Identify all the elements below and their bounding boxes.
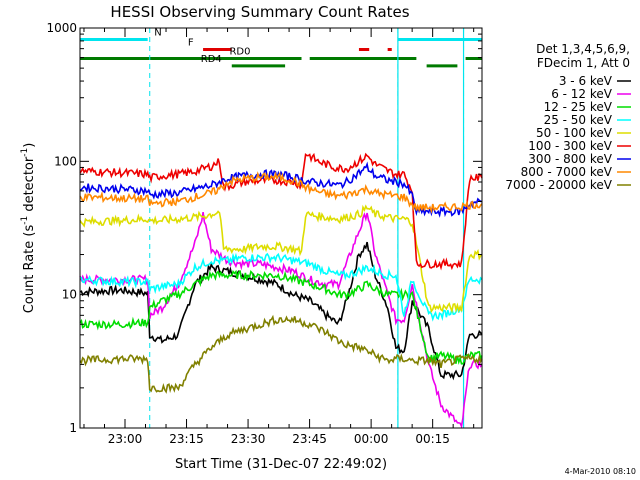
legend-label-300-800-kev: 300 - 800 keV: [528, 152, 612, 166]
y-axis-label-sup1: -1: [20, 216, 30, 225]
y-axis-ticks: 1 10 100 1000: [46, 21, 482, 435]
y-tick-label-2: 100: [54, 154, 77, 168]
legend-header-line-1: Det 1,3,4,5,6,9,: [536, 42, 630, 56]
series-line-50-100-kev: [79, 204, 483, 314]
series-line-800-7000-kev: [79, 171, 483, 214]
legend-label-50-100-kev: 50 - 100 keV: [536, 126, 613, 140]
y-tick-label-1: 10: [62, 288, 77, 302]
series-lines: [79, 152, 483, 429]
series-line-12-25-kev: [79, 269, 483, 365]
series-line-7000-20000-kev: [79, 314, 483, 394]
x-tick-label-5: 00:15: [415, 432, 450, 446]
legend-label-3-6-kev: 3 - 6 keV: [559, 74, 613, 88]
flag-bars: N F RD0 RD4: [80, 27, 482, 68]
legend-label-6-12-kev: 6 - 12 keV: [551, 87, 613, 101]
plot-frame: [79, 27, 483, 429]
x-tick-label-0: 23:00: [108, 432, 143, 446]
flag-rd4-label: RD4: [201, 54, 222, 65]
flag-rd0-label: RD0: [229, 47, 250, 58]
x-axis-label: Start Time (31-Dec-07 22:49:02): [175, 457, 387, 472]
x-tick-label-1: 23:15: [169, 432, 204, 446]
legend-label-25-50-kev: 25 - 50 keV: [544, 113, 613, 127]
chart-title: HESSI Observing Summary Count Rates: [110, 3, 409, 21]
flag-f-label: F: [188, 37, 194, 48]
series-line-6-12-kev: [79, 211, 483, 429]
legend-header-line-2: FDecim 1, Att 0: [537, 56, 630, 70]
footer-date: 4-Mar-2010 08:10: [565, 467, 636, 476]
night-saa-markers: [149, 28, 465, 428]
y-axis-label-main: Count Rate (s: [22, 225, 37, 314]
x-axis-ticks: 23:00 23:15 23:30 23:45 00:00 00:15: [83, 28, 475, 446]
x-tick-label-4: 00:00: [354, 432, 389, 446]
legend-label-800-7000-kev: 800 - 7000 keV: [521, 165, 613, 179]
legend-label-12-25-kev: 12 - 25 keV: [544, 100, 613, 114]
y-axis-label-end: ): [22, 143, 37, 148]
legend-label-7000-20000-kev: 7000 - 20000 keV: [505, 178, 612, 192]
x-tick-label-2: 23:30: [231, 432, 266, 446]
series-line-25-50-kev: [79, 252, 483, 322]
y-axis-label-sup2: -1: [20, 148, 30, 157]
y-tick-label-0: 1: [69, 421, 77, 435]
series-line-100-300-kev: [79, 152, 483, 271]
y-axis-label-mid: detector: [22, 156, 37, 216]
y-axis-label: Count Rate (s-1 detector-1): [20, 143, 37, 314]
flag-n-label: N: [154, 27, 161, 38]
legend-label-100-300-kev: 100 - 300 keV: [528, 139, 612, 153]
y-tick-label-3: 1000: [46, 21, 77, 35]
x-tick-label-3: 23:45: [292, 432, 327, 446]
